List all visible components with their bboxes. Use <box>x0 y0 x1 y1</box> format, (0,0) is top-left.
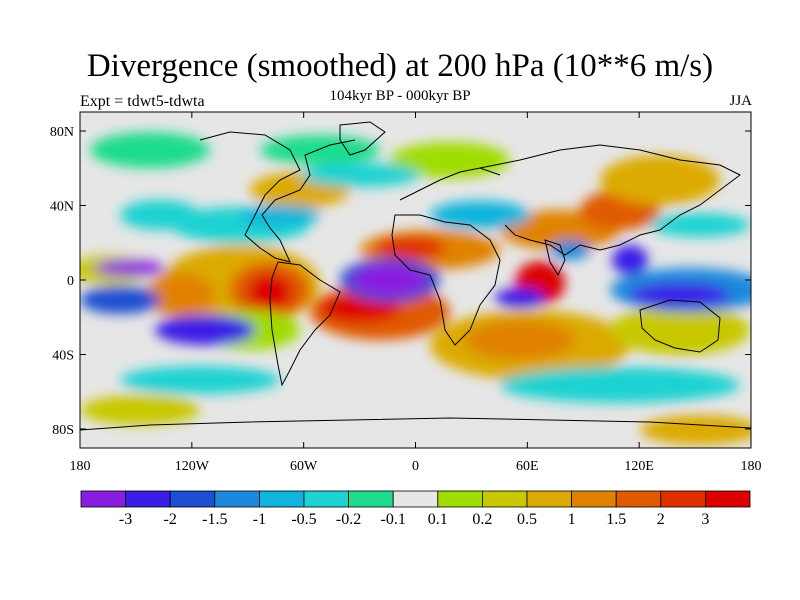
colorbar-swatch <box>169 490 216 508</box>
colorbar-swatch <box>526 490 572 508</box>
y-tick-label: 0 <box>67 274 74 289</box>
colorbar-label: 0.5 <box>517 511 537 528</box>
colorbar-swatch <box>125 490 171 508</box>
y-tick-label: 80N <box>50 125 74 140</box>
y-tick-label: 40N <box>50 200 74 215</box>
colorbar-label: 1 <box>568 511 576 528</box>
colorbar-swatch <box>660 490 706 508</box>
colorbar-swatch <box>348 490 394 508</box>
experiment-label: Expt = tdwt5-tdwta <box>80 93 205 110</box>
x-tick-label: 120W <box>175 459 210 474</box>
colorbar-label: -3 <box>119 511 132 528</box>
colorbar-swatch <box>481 490 528 508</box>
colorbar-swatch <box>437 490 483 508</box>
y-tick-label: 80S <box>52 423 74 438</box>
colorbar-label: 2 <box>657 511 665 528</box>
colorbar: -3 -2 -1.5 -1 -0.5 -0.2 -0.1 0.1 0.2 0.5 1 1.5 2 3 <box>80 490 751 528</box>
colorbar-label: -0.2 <box>336 511 361 528</box>
colorbar-swatch <box>571 490 617 508</box>
colorbar-label: 1.5 <box>606 511 626 528</box>
x-tick-label: 120E <box>624 459 654 474</box>
colorbar-label: 3 <box>701 511 709 528</box>
divergence-field <box>80 132 751 445</box>
colorbar-label: 0.2 <box>472 511 492 528</box>
colorbar-label: 0.1 <box>428 511 448 528</box>
x-tick-label: 180 <box>70 459 91 474</box>
season-label: JJA <box>729 93 752 109</box>
x-tick-label: 60E <box>516 459 539 474</box>
x-tick-label: 180 <box>741 459 762 474</box>
colorbar-swatch <box>392 490 439 508</box>
colorbar-swatch <box>615 490 662 508</box>
colorbar-label: -1.5 <box>202 511 227 528</box>
plot-subtitle: 104kyr BP - 000kyr BP <box>329 88 471 104</box>
colorbar-swatch <box>214 490 260 508</box>
colorbar-swatch <box>258 490 305 508</box>
colorbar-swatch <box>80 490 126 508</box>
colorbar-label: -0.1 <box>381 511 406 528</box>
plot-title: Divergence (smoothed) at 200 hPa (10**6 … <box>86 48 714 84</box>
y-tick-label: 40S <box>52 349 74 364</box>
axis-ticks: 80N 40N 0 40S 80S 180 120W 60W 0 60E 120E 180 <box>50 112 762 474</box>
colorbar-label: -2 <box>164 511 177 528</box>
colorbar-label: -0.5 <box>291 511 316 528</box>
colorbar-swatch <box>303 490 349 508</box>
colorbar-swatch <box>705 490 751 508</box>
coastlines <box>80 121 751 431</box>
x-tick-label: 60W <box>290 459 318 474</box>
x-tick-label: 0 <box>412 459 419 474</box>
colorbar-label: -1 <box>253 511 266 528</box>
